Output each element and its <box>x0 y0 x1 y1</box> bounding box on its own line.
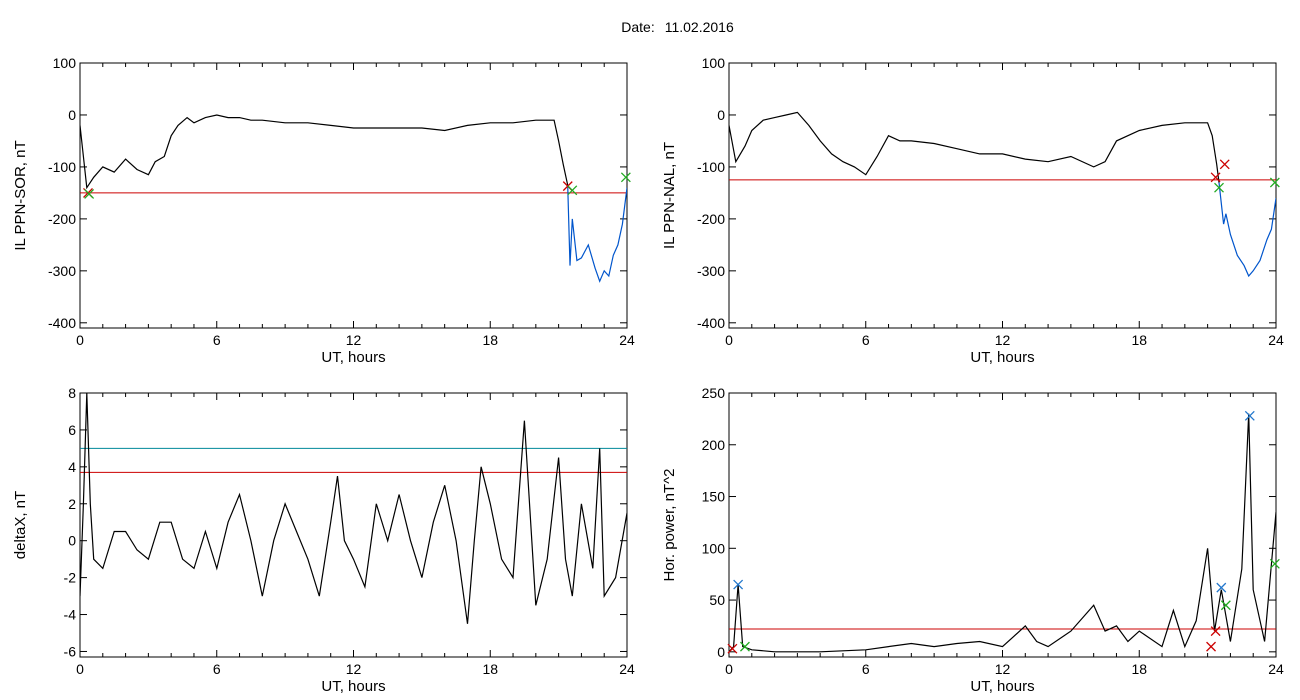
plot-area <box>729 111 1276 278</box>
x-tick-label: 0 <box>725 332 733 348</box>
y-tick-label: -400 <box>697 315 725 331</box>
cross-marker <box>1244 410 1255 421</box>
x-tick-label: 12 <box>995 332 1011 348</box>
x-axis-label: UT, hours <box>970 678 1034 695</box>
x-tick-label: 0 <box>76 661 84 677</box>
plot-area <box>80 393 627 624</box>
plot-p4: 0 6 12 18 24 250 200 150 100 50 0 UT, hours Hor. pow… <box>661 385 1284 695</box>
y-tick-label: 100 <box>702 55 726 71</box>
y-tick-label: 150 <box>702 489 726 505</box>
series-line <box>729 111 1220 183</box>
cross-marker <box>1216 582 1227 593</box>
y-tick-label: 250 <box>702 385 726 401</box>
y-tick-label: -100 <box>48 159 76 175</box>
x-tick-label: 0 <box>725 661 733 677</box>
cross-marker <box>1269 177 1280 188</box>
x-tick-label: 0 <box>76 332 84 348</box>
cross-marker <box>1210 626 1221 637</box>
plot-frame <box>79 392 628 658</box>
cross-marker <box>1210 172 1221 183</box>
cross-marker <box>620 172 631 183</box>
y-tick-label: -300 <box>697 263 725 279</box>
x-tick-label: 18 <box>1131 661 1147 677</box>
y-axis-label: deltaX, nT <box>12 491 29 559</box>
plot-p3: 0 6 12 18 24 8 6 4 2 0 -2 -4 -6 UT, hours deltaX, nT <box>12 385 635 695</box>
x-tick-label: 12 <box>346 332 362 348</box>
plot-p2: 0 6 12 18 24 100 0 -100 -200 -300 -400 UT, hours IL … <box>661 55 1284 366</box>
x-tick-label: 24 <box>1268 661 1284 677</box>
series-line <box>1218 182 1276 278</box>
x-tick-label: 24 <box>619 661 635 677</box>
y-tick-label: 0 <box>717 107 725 123</box>
plot-frame <box>79 62 628 329</box>
x-axis-label: UT, hours <box>970 349 1034 366</box>
plot-p1: 0 6 12 18 24 100 0 -100 -200 -300 -400 UT, hours IL … <box>12 55 635 366</box>
x-axis-label: UT, hours <box>321 349 385 366</box>
y-tick-label: 50 <box>709 592 725 608</box>
y-tick-label: 4 <box>68 459 76 475</box>
x-tick-label: 12 <box>995 661 1011 677</box>
y-tick-label: 6 <box>68 422 76 438</box>
y-tick-label: -400 <box>48 315 76 331</box>
y-tick-label: 0 <box>68 533 76 549</box>
x-tick-label: 12 <box>346 661 362 677</box>
y-tick-label: 100 <box>702 540 726 556</box>
cross-marker <box>733 579 744 590</box>
x-tick-label: 18 <box>482 661 498 677</box>
y-tick-label: -100 <box>697 159 725 175</box>
y-tick-label: 0 <box>717 644 725 660</box>
y-axis-label: IL PPN-SOR, nT <box>12 140 29 250</box>
y-tick-label: 200 <box>702 437 726 453</box>
cross-marker <box>1214 182 1224 193</box>
x-tick-label: 6 <box>213 332 221 348</box>
x-tick-label: 24 <box>619 332 635 348</box>
plot-area <box>729 413 1276 653</box>
y-tick-label: 2 <box>68 496 76 512</box>
y-axis-label: IL PPN-NAL, nT <box>661 142 678 249</box>
cross-marker <box>739 641 750 652</box>
y-tick-label: -200 <box>48 211 76 227</box>
y-tick-label: -4 <box>64 607 77 623</box>
date-label: Date: <box>621 19 655 35</box>
cross-marker <box>84 188 95 199</box>
cross-marker <box>1206 641 1217 652</box>
date-value: 11.02.2016 <box>664 19 734 35</box>
x-tick-label: 18 <box>482 332 498 348</box>
y-tick-label: 0 <box>68 107 76 123</box>
y-tick-label: 8 <box>68 385 76 401</box>
plot-area <box>80 114 627 283</box>
x-tick-label: 18 <box>1131 332 1147 348</box>
y-tick-label: -200 <box>697 211 725 227</box>
x-tick-label: 6 <box>862 661 870 677</box>
plot-frame <box>728 392 1277 658</box>
y-tick-label: 100 <box>53 55 77 71</box>
x-axis-label: UT, hours <box>321 678 385 695</box>
x-tick-label: 24 <box>1268 332 1284 348</box>
series-line <box>80 114 569 190</box>
cross-marker <box>1220 600 1231 611</box>
cross-marker <box>567 185 578 196</box>
chart-title: Date: 11.02.2016 <box>0 19 1300 35</box>
series-line <box>729 413 1276 653</box>
cross-marker <box>1219 159 1230 170</box>
y-tick-label: -300 <box>48 263 76 279</box>
plot-frame <box>728 62 1277 329</box>
x-tick-label: 6 <box>862 332 870 348</box>
y-tick-label: -6 <box>64 643 77 659</box>
y-axis-label: Hor. power, nT^2 <box>661 469 678 582</box>
series-line <box>80 393 627 624</box>
x-tick-label: 6 <box>213 661 221 677</box>
cross-marker <box>727 643 738 654</box>
cross-marker <box>1269 558 1280 569</box>
y-tick-label: -2 <box>64 570 77 586</box>
series-line <box>567 185 627 283</box>
